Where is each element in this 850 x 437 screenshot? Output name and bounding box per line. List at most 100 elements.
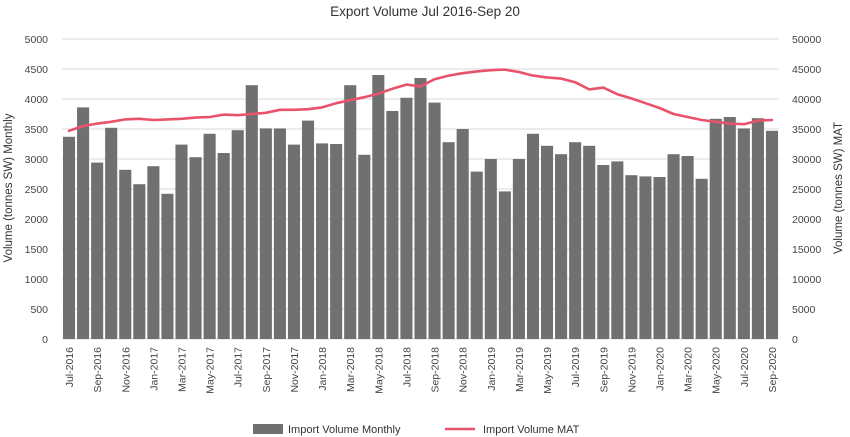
bar-Jan-2018 [316,143,329,339]
bar-Oct-2017 [273,128,286,339]
bar-Mar-2020 [681,156,694,339]
right-tick-label: 40000 [792,94,821,106]
left-tick-label: 2000 [25,214,49,226]
left-tick-label: 4000 [25,94,49,106]
left-tick-label: 4500 [25,64,49,76]
bar-Sep-2020 [765,130,779,339]
bar-Dec-2016 [133,184,146,339]
bar-Aug-2020 [751,118,764,339]
x-axis-ticks: Jul-2016 Sep-2016 Nov-2016 Jan-2017 Mar-2017… [64,347,779,394]
right-tick-label: 25000 [792,184,821,196]
x-tick-label: Nov-2018 [458,347,470,393]
monthly-bars [62,75,779,340]
mat-line-group [67,68,774,133]
bar-Sep-2016 [91,162,104,339]
x-tick-label: Jan-2019 [486,347,498,391]
bar-Dec-2018 [470,171,483,339]
x-tick-label: Jul-2016 [64,347,76,387]
left-tick-label: 1500 [25,244,49,256]
bar-Sep-2017 [259,128,272,339]
bar-Feb-2018 [330,144,343,339]
bar-Jan-2017 [147,166,160,339]
right-axis-label: Volume (tonnes SW) MAT [833,122,845,254]
bar-Mar-2017 [175,144,188,339]
bar-Apr-2018 [358,154,371,339]
left-tick-label: 5000 [25,34,49,46]
bar-Jun-2018 [386,111,399,339]
mat-line [67,68,774,133]
x-tick-label: Nov-2017 [289,347,301,393]
x-tick-label: Sep-2018 [430,347,442,393]
bar-May-2018 [372,75,385,339]
bar-May-2019 [540,145,554,339]
bar-Feb-2017 [161,193,174,339]
x-tick-label: Mar-2018 [345,347,357,392]
bar-Jun-2017 [217,153,230,339]
bar-Sep-2019 [597,165,610,339]
right-tick-label: 5000 [792,304,816,316]
left-tick-label: 1000 [25,274,49,286]
legend: Import Volume Monthly Import Volume MAT [253,424,580,436]
bar-Jun-2020 [723,117,736,339]
bar-Jul-2017 [231,130,244,339]
bar-Jul-2018 [400,97,413,339]
x-tick-label: Jan-2020 [655,347,667,391]
bar-May-2020 [709,118,722,339]
x-tick-label: Jan-2018 [317,347,329,391]
bar-Apr-2020 [695,178,708,339]
right-tick-label: 35000 [792,124,821,136]
legend-label-monthly: Import Volume Monthly [288,424,401,436]
x-tick-label: Sep-2020 [767,347,779,393]
x-tick-label: May-2019 [542,347,554,394]
bar-Jul-2016 [62,136,76,339]
x-tick-label: Jul-2017 [233,347,245,387]
x-tick-label: May-2020 [711,347,723,394]
x-tick-label: Jul-2018 [401,347,413,387]
left-axis-label: Volume (tonnes SW) Monthly [3,113,15,262]
x-tick-label: Jan-2017 [148,347,160,391]
bar-Aug-2017 [245,85,258,339]
left-tick-label: 3500 [25,124,49,136]
right-tick-label: 15000 [792,244,821,256]
right-tick-label: 0 [792,334,798,346]
x-tick-label: Mar-2017 [177,347,189,392]
bar-Aug-2016 [77,107,90,340]
bar-Oct-2016 [105,127,118,339]
chart-title: Export Volume Jul 2016-Sep 20 [330,4,520,19]
bar-Apr-2017 [189,157,202,339]
bar-Mar-2019 [512,159,525,339]
bar-Jan-2020 [653,177,666,339]
right-tick-label: 45000 [792,64,821,76]
left-tick-label: 0 [42,334,48,346]
right-tick-label: 30000 [792,154,821,166]
legend-swatch-monthly [253,424,283,434]
bar-Oct-2019 [611,161,624,339]
bar-Nov-2016 [119,169,132,339]
x-tick-label: Nov-2019 [626,347,638,393]
bar-May-2017 [203,133,216,339]
bar-Aug-2018 [414,78,427,339]
bar-Nov-2017 [287,144,301,339]
right-tick-label: 50000 [792,34,821,46]
bar-Aug-2019 [583,145,596,339]
bar-Oct-2018 [442,142,455,339]
bar-Jul-2020 [737,128,750,339]
bar-Apr-2019 [526,133,540,339]
x-tick-label: Sep-2016 [92,347,104,393]
bar-Nov-2019 [625,175,638,339]
right-tick-label: 10000 [792,274,821,286]
left-axis-ticks: 0 500 1000 1500 2000 2500 3000 3500 4000 4500 5000 [25,34,49,346]
bar-Jan-2019 [484,159,497,339]
bar-Feb-2020 [667,154,680,339]
x-tick-label: Sep-2017 [261,347,273,393]
right-axis-ticks: 0 5000 10000 15000 20000 25000 30000 35000 40000… [792,34,821,346]
legend-label-mat: Import Volume MAT [483,424,580,436]
bar-Nov-2018 [456,129,469,339]
bar-Feb-2019 [498,191,511,339]
x-tick-label: Mar-2019 [514,347,526,392]
x-tick-label: Sep-2019 [598,347,610,393]
x-tick-label: May-2018 [373,347,385,394]
x-tick-label: May-2017 [205,347,217,394]
